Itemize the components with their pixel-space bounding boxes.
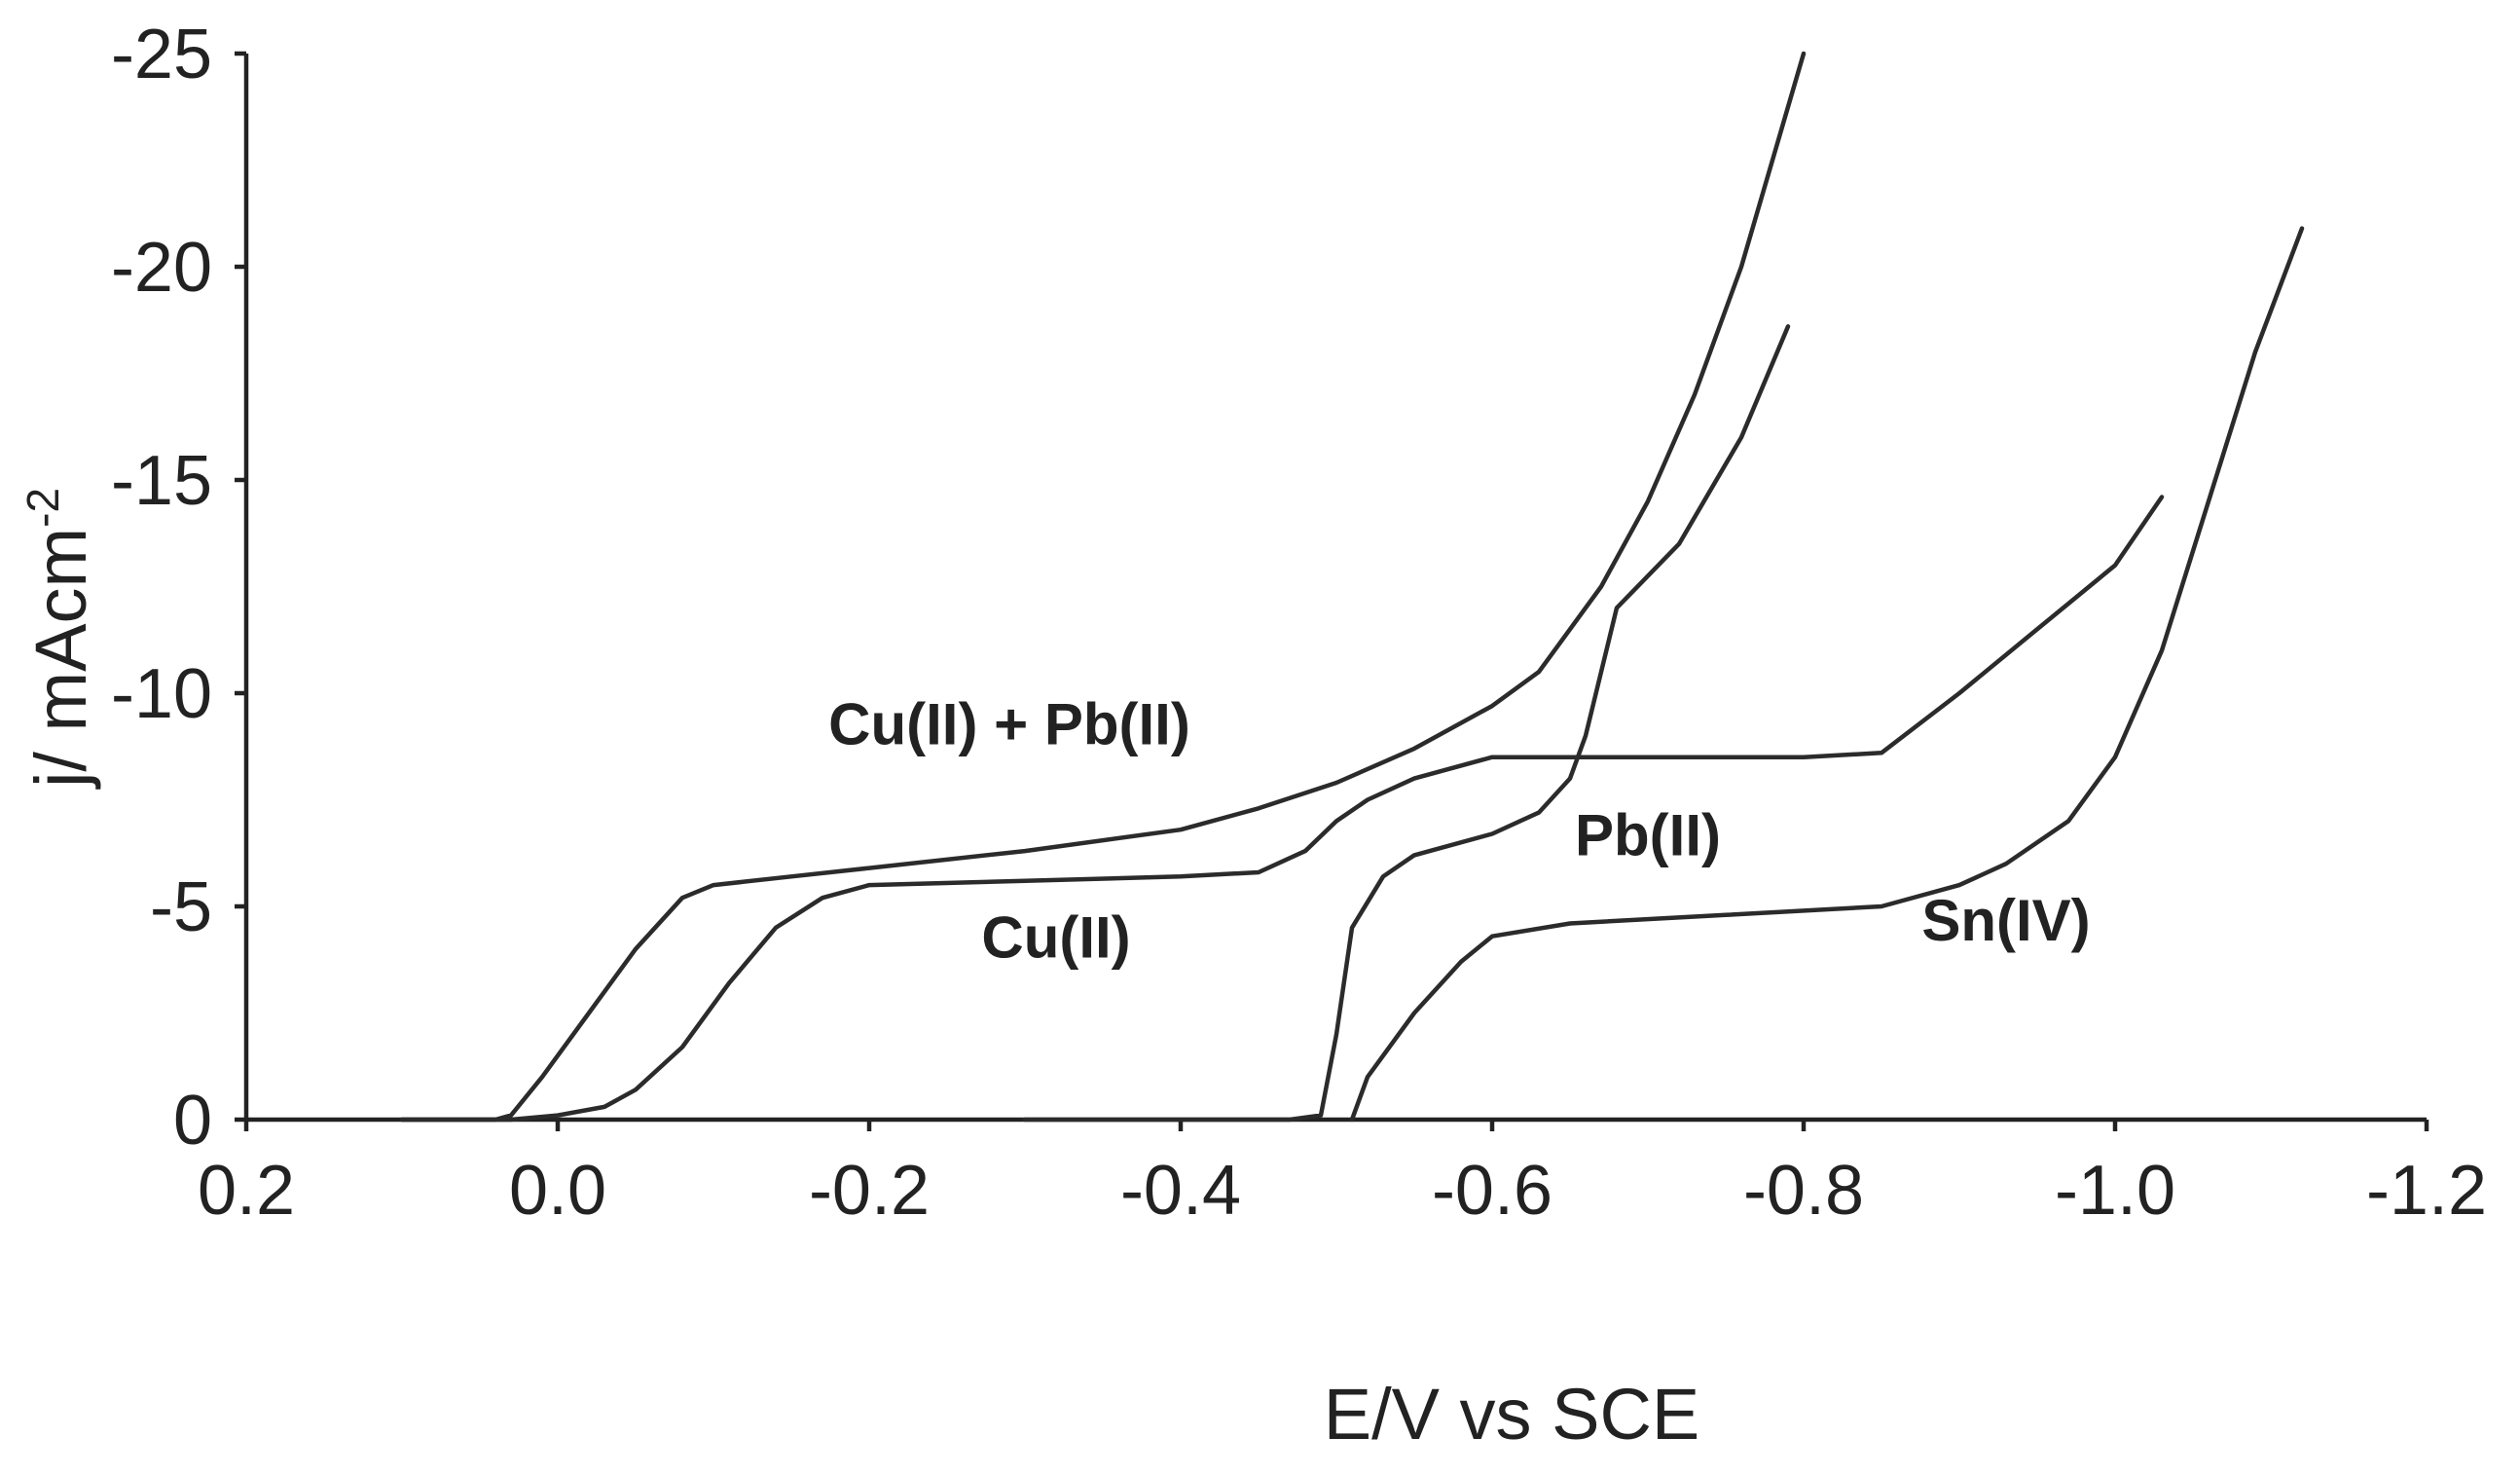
- x-tick-label: -0.4: [1120, 1152, 1241, 1230]
- y-tick-label: -20: [111, 229, 212, 307]
- axes: [243, 54, 2427, 1123]
- x-tick-label: 0.2: [198, 1152, 295, 1230]
- series-group: [399, 51, 2305, 1123]
- x-tick-label: -1.2: [2366, 1152, 2487, 1230]
- series-label: Pb(II): [1575, 802, 1721, 867]
- series-label: Cu(II) + Pb(II): [828, 692, 1190, 757]
- y-axis-title-text: j/ mAcm: [20, 528, 101, 790]
- y-tick-label: -25: [111, 16, 212, 93]
- x-tick-label: -0.6: [1432, 1152, 1552, 1230]
- y-tick-label: -15: [111, 442, 212, 520]
- y-axis-title: j/ mAcm-2: [18, 488, 101, 790]
- series-line: [1349, 226, 2305, 1123]
- x-tick-label: -0.8: [1743, 1152, 1864, 1230]
- y-tick-label: 0: [173, 1082, 212, 1160]
- y-axis-title-superscript: -2: [18, 488, 68, 528]
- series-label: Cu(II): [981, 905, 1130, 971]
- x-tick-label: -1.0: [2055, 1152, 2175, 1230]
- series-line: [399, 51, 1807, 1123]
- series-label: Sn(IV): [1921, 888, 2090, 953]
- series-labels: Cu(II) + Pb(II) Cu(II) Pb(II) Sn(IV): [828, 692, 2090, 971]
- y-axis-ticks: 0 -5 -10 -15 -20 -25: [111, 16, 246, 1160]
- series-line: [1022, 324, 1791, 1123]
- x-axis-ticks: 0.2 0.0 -0.2 -0.4 -0.6 -0.8 -1.0 -1.2: [198, 1120, 2487, 1230]
- y-tick-label: -10: [111, 655, 212, 733]
- y-tick-label: -5: [150, 868, 212, 946]
- x-axis-title: E/V vs SCE: [1324, 1374, 1700, 1455]
- series-line: [399, 495, 2165, 1123]
- x-tick-label: 0.0: [509, 1152, 606, 1230]
- x-tick-label: -0.2: [809, 1152, 930, 1230]
